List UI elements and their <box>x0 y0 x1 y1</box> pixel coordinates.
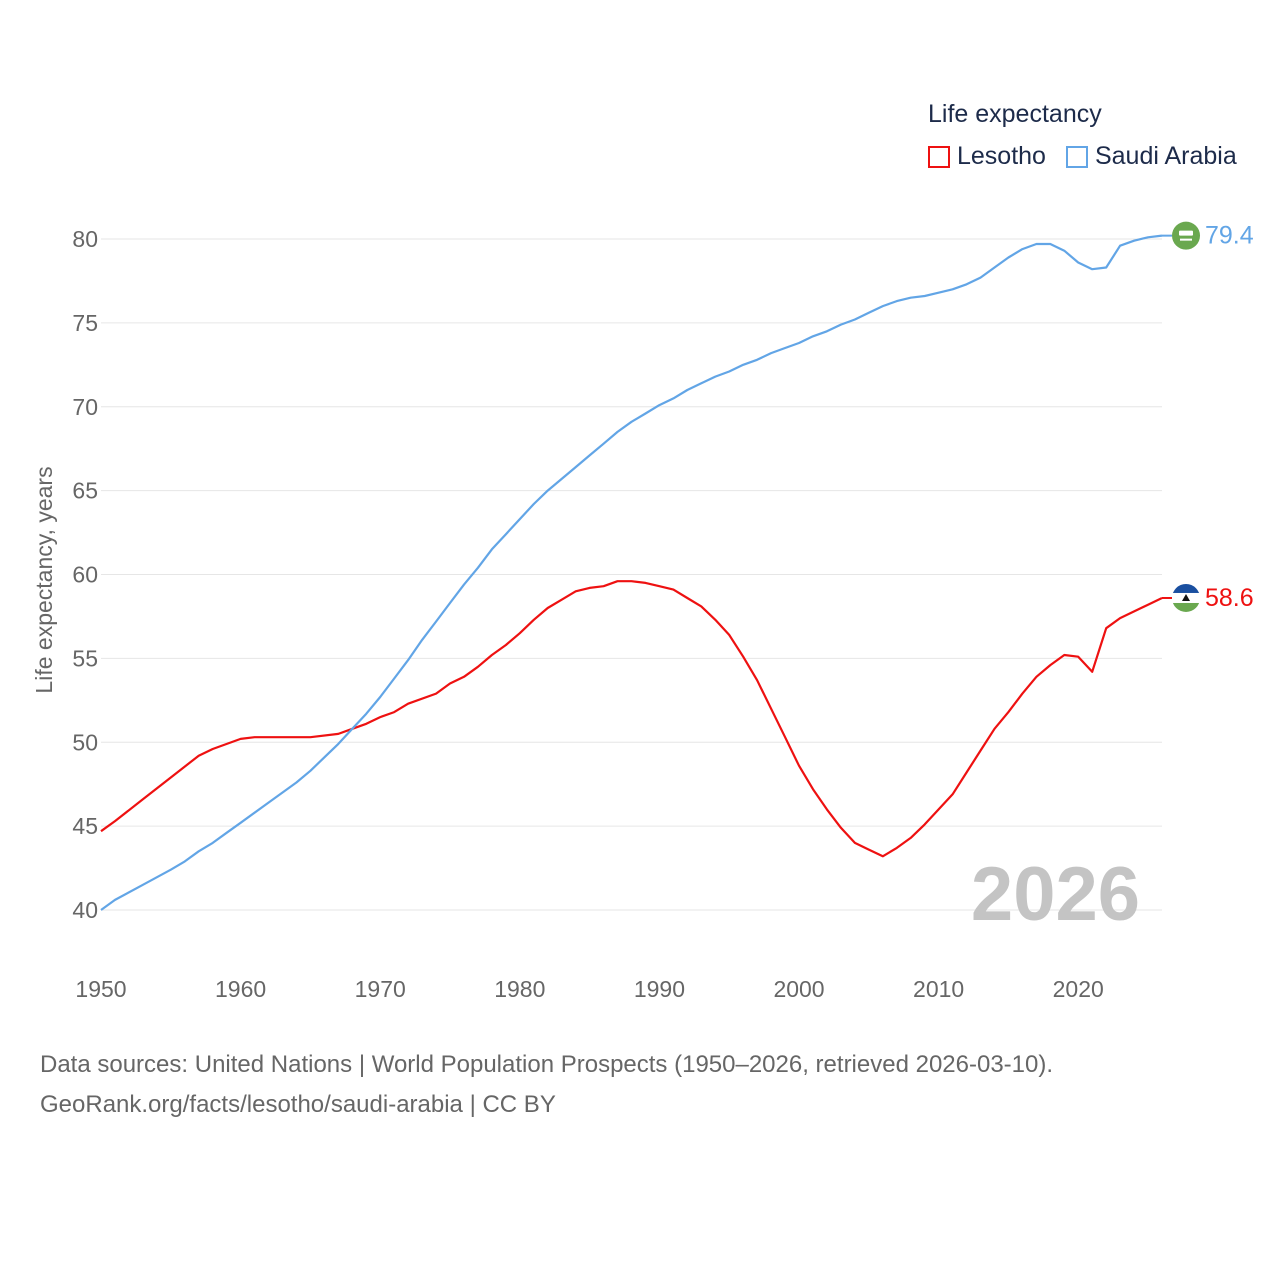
end-markers <box>1172 221 1200 612</box>
y-tick-label: 40 <box>72 897 98 923</box>
x-tick-label: 1950 <box>75 976 126 1002</box>
y-tick-label: 45 <box>72 813 98 839</box>
series-lines <box>100 234 1172 911</box>
x-tick-label: 1980 <box>494 976 545 1002</box>
y-tick-label: 70 <box>72 394 98 420</box>
legend-title: Life expectancy <box>928 100 1102 128</box>
y-tick-label: 65 <box>72 478 98 504</box>
y-tick-label: 50 <box>72 729 98 755</box>
lesotho-swatch <box>928 145 950 168</box>
footer-sources: Data sources: United Nations | World Pop… <box>40 1051 1054 1078</box>
legend: Lesotho Saudi Arabia <box>928 142 1237 171</box>
x-tick-label: 1960 <box>215 976 266 1002</box>
saudi-arabia-flag-icon <box>1172 221 1200 250</box>
footer-link[interactable]: GeoRank.org/facts/lesotho/saudi-arabia |… <box>40 1091 556 1118</box>
y-axis-title: Life expectancy, years <box>31 466 57 693</box>
footer: Data sources: United Nations | World Pop… <box>40 1045 1053 1125</box>
lesotho-end-value: 58.6 <box>1205 584 1254 612</box>
lesotho-flag-icon <box>1172 583 1200 612</box>
y-tick-label: 75 <box>72 310 98 336</box>
x-tick-label: 1990 <box>634 976 685 1002</box>
legend-label-saudi-arabia: Saudi Arabia <box>1094 142 1237 170</box>
grid-lines <box>101 238 1162 911</box>
x-tick-label: 2010 <box>913 976 964 1002</box>
series-line-saudi-arabia <box>100 234 1163 911</box>
y-tick-label: 80 <box>72 226 98 252</box>
x-tick-label: 2000 <box>773 976 824 1002</box>
year-label: 2026 <box>971 852 1140 937</box>
x-tick-label: 1970 <box>355 976 406 1002</box>
saudi-arabia-swatch <box>1065 145 1088 168</box>
y-tick-label: 60 <box>72 562 98 588</box>
legend-item-saudi-arabia[interactable]: Saudi Arabia <box>1065 142 1237 171</box>
y-axis-ticks: 40 45 50 55 60 65 70 75 80 <box>72 226 98 923</box>
x-tick-label: 2020 <box>1053 976 1104 1002</box>
series-line-lesotho <box>100 580 1163 858</box>
saudi-arabia-end-value: 79.4 <box>1205 222 1254 250</box>
y-tick-label: 55 <box>72 645 98 671</box>
legend-item-lesotho[interactable]: Lesotho <box>928 142 1046 171</box>
x-axis-ticks: 1950 1960 1970 1980 1990 2000 2010 2020 <box>75 976 1103 1002</box>
legend-label-lesotho: Lesotho <box>957 142 1046 170</box>
